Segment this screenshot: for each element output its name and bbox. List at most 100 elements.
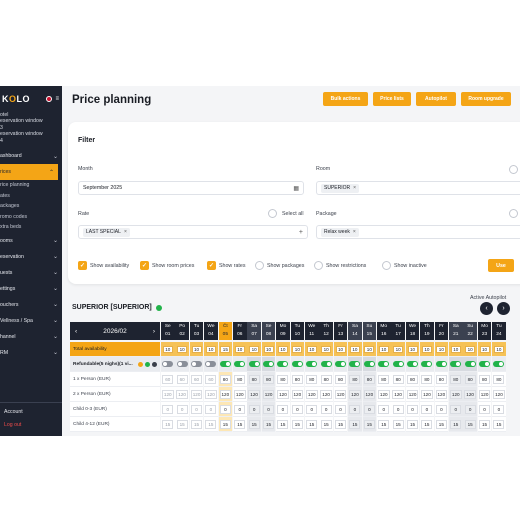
toggle-switch[interactable] [450, 361, 462, 367]
price-cell[interactable]: 15 [261, 417, 276, 432]
rate-toggle-cell[interactable] [463, 357, 477, 372]
rate-toggle-cell[interactable] [189, 357, 204, 372]
price-cell[interactable]: 60 [204, 372, 218, 387]
price-cell[interactable]: 80 [233, 372, 247, 387]
price-cell[interactable]: 80 [319, 372, 333, 387]
sidebar-item-rooms[interactable]: ooms ⌄ [0, 237, 58, 245]
price-cell[interactable]: 10 [362, 342, 377, 357]
sidebar-subitem-rates[interactable]: ates [0, 192, 10, 199]
price-cell[interactable]: 120 [233, 387, 247, 402]
price-cell[interactable]: 120 [189, 387, 204, 402]
price-cell[interactable]: 15 [204, 417, 218, 432]
price-cell[interactable]: 15 [362, 417, 377, 432]
rate-toggle-cell[interactable] [477, 357, 492, 372]
toggle-switch[interactable] [378, 361, 390, 367]
price-cell[interactable]: 80 [290, 372, 305, 387]
price-cell[interactable]: 10 [276, 342, 290, 357]
price-cell[interactable]: 120 [420, 387, 434, 402]
price-lists-button[interactable]: Price lists [373, 92, 411, 106]
price-cell[interactable]: 0 [477, 402, 492, 417]
price-cell[interactable]: 60 [189, 372, 204, 387]
price-cell[interactable]: 120 [276, 387, 290, 402]
price-cell[interactable]: 120 [175, 387, 189, 402]
price-cell[interactable]: 10 [434, 342, 449, 357]
price-cell[interactable]: 120 [449, 387, 463, 402]
price-cell[interactable]: 80 [377, 372, 391, 387]
language-flag-icon[interactable] [46, 96, 53, 102]
price-cell[interactable]: 120 [377, 387, 391, 402]
room-multiselect[interactable]: SUPERIOR × [316, 181, 520, 195]
price-cell[interactable]: 15 [477, 417, 492, 432]
rate-toggle-cell[interactable] [449, 357, 463, 372]
price-cell[interactable]: 120 [204, 387, 218, 402]
rate-toggle-cell[interactable] [276, 357, 290, 372]
price-cell[interactable]: 0 [276, 402, 290, 417]
price-cell[interactable]: 120 [362, 387, 377, 402]
toggle-switch[interactable] [479, 361, 491, 367]
sidebar-subitem-packages[interactable]: ackages [0, 203, 20, 210]
show-availability-checkbox[interactable]: ✓ Show availability [78, 261, 130, 270]
account-link[interactable]: Account [4, 409, 23, 415]
sidebar-item-dashboard[interactable]: ashboard ⌄ [0, 153, 58, 160]
sidebar-item-guests[interactable]: uests ⌄ [0, 269, 58, 277]
price-cell[interactable]: 15 [492, 417, 506, 432]
price-cell[interactable]: 80 [348, 372, 362, 387]
price-cell[interactable]: 120 [477, 387, 492, 402]
price-cell[interactable]: 80 [218, 372, 233, 387]
price-cell[interactable]: 15 [319, 417, 333, 432]
price-cell[interactable]: 10 [391, 342, 405, 357]
room-select-all-radio[interactable] [509, 165, 518, 174]
toggle-switch[interactable] [493, 361, 505, 367]
price-cell[interactable]: 15 [175, 417, 189, 432]
rate-toggle-cell[interactable] [377, 357, 391, 372]
toggle-switch[interactable] [234, 361, 246, 367]
price-cell[interactable]: 10 [420, 342, 434, 357]
toggle-switch[interactable] [263, 361, 275, 367]
sidebar-subitem-promo-codes[interactable]: romo codes [0, 213, 28, 220]
price-cell[interactable]: 0 [161, 402, 175, 417]
rate-toggle-cell[interactable] [319, 357, 333, 372]
price-cell[interactable]: 0 [492, 402, 506, 417]
brand-logo[interactable]: KOLO [2, 94, 31, 104]
remove-chip-icon[interactable]: × [123, 229, 127, 235]
show-packages-checkbox[interactable]: Show packages [255, 261, 304, 270]
price-cell[interactable]: 10 [204, 342, 218, 357]
price-cell[interactable]: 10 [247, 342, 261, 357]
price-cell[interactable]: 0 [405, 402, 420, 417]
sidebar-item-vouchers[interactable]: ouchers ⌄ [0, 301, 58, 309]
toggle-switch[interactable] [191, 361, 203, 367]
price-cell[interactable]: 120 [290, 387, 305, 402]
price-cell[interactable]: 15 [247, 417, 261, 432]
price-cell[interactable]: 120 [333, 387, 348, 402]
price-cell[interactable]: 15 [305, 417, 319, 432]
bulk-actions-button[interactable]: Bulk actions [323, 92, 368, 106]
price-cell[interactable]: 0 [233, 402, 247, 417]
price-cell[interactable]: 0 [463, 402, 477, 417]
price-cell[interactable]: 0 [175, 402, 189, 417]
price-cell[interactable]: 10 [305, 342, 319, 357]
price-cell[interactable]: 10 [405, 342, 420, 357]
toggle-switch[interactable] [162, 361, 174, 367]
price-cell[interactable]: 0 [247, 402, 261, 417]
sidebar-item-reservation[interactable]: eservation ⌄ [0, 253, 58, 261]
price-cell[interactable]: 15 [449, 417, 463, 432]
logout-link[interactable]: Log out [4, 422, 22, 428]
price-cell[interactable]: 120 [319, 387, 333, 402]
price-cell[interactable]: 15 [189, 417, 204, 432]
price-cell[interactable]: 80 [420, 372, 434, 387]
price-cell[interactable]: 60 [175, 372, 189, 387]
toggle-switch[interactable] [291, 361, 303, 367]
price-cell[interactable]: 10 [449, 342, 463, 357]
add-icon[interactable]: + [298, 228, 303, 236]
toggle-switch[interactable] [219, 361, 231, 367]
toggle-switch[interactable] [306, 361, 318, 367]
sidebar-item-settings[interactable]: ettings ⌄ [0, 285, 58, 293]
room-upgrade-button[interactable]: Room upgrade [461, 92, 511, 106]
package-multiselect[interactable]: Relax week × [316, 225, 520, 239]
sidebar-item-crm[interactable]: RM ⌄ [0, 349, 58, 357]
remove-chip-icon[interactable]: × [353, 185, 357, 191]
rate-select-all-radio[interactable] [268, 209, 277, 218]
chevron-left-icon[interactable]: ‹ [75, 327, 78, 335]
price-cell[interactable]: 120 [261, 387, 276, 402]
price-cell[interactable]: 15 [420, 417, 434, 432]
